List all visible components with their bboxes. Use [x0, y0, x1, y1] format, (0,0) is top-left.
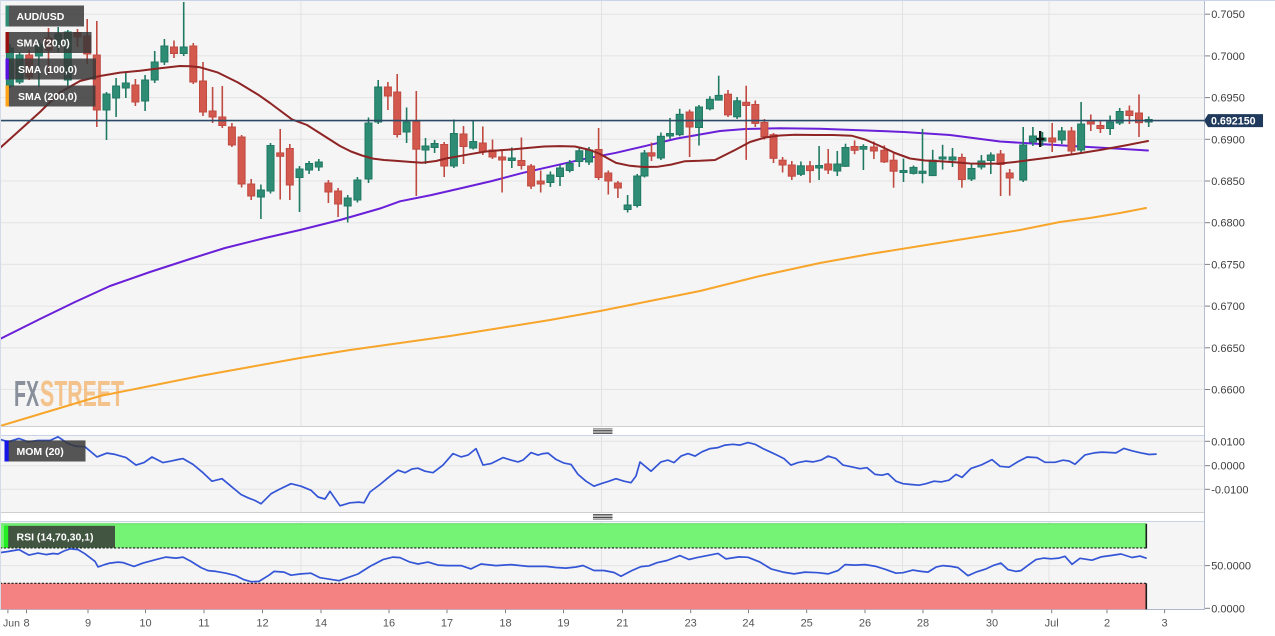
svg-text:Jul: Jul: [1045, 618, 1059, 630]
svg-text:2: 2: [1104, 618, 1110, 630]
svg-text:0.6750: 0.6750: [1211, 259, 1245, 271]
svg-text:0.692150: 0.692150: [1211, 116, 1256, 128]
svg-text:0.6850: 0.6850: [1211, 176, 1245, 188]
svg-text:Jun: Jun: [3, 618, 20, 630]
svg-text:RSI (14,70,30,1): RSI (14,70,30,1): [17, 532, 94, 544]
svg-text:30: 30: [986, 618, 998, 630]
svg-text:19: 19: [557, 618, 569, 630]
svg-text:50.0000: 50.0000: [1211, 561, 1251, 573]
svg-text:21: 21: [616, 618, 628, 630]
svg-text:AUD/USD: AUD/USD: [17, 11, 65, 23]
svg-text:FX: FX: [14, 373, 39, 414]
svg-text:0.0100: 0.0100: [1211, 436, 1245, 448]
svg-text:14: 14: [315, 618, 327, 630]
svg-text:8: 8: [23, 618, 29, 630]
svg-text:9: 9: [85, 618, 91, 630]
svg-text:0.6950: 0.6950: [1211, 93, 1245, 105]
svg-text:24: 24: [742, 618, 754, 630]
svg-text:SMA (100,0): SMA (100,0): [18, 64, 77, 76]
svg-text:10: 10: [139, 618, 151, 630]
svg-text:MOM (20): MOM (20): [17, 446, 64, 458]
svg-text:17: 17: [441, 618, 453, 630]
svg-text:23: 23: [685, 618, 697, 630]
svg-text:SMA (200,0): SMA (200,0): [18, 91, 77, 103]
svg-text:SMA (20,0): SMA (20,0): [17, 38, 70, 50]
svg-text:12: 12: [256, 618, 268, 630]
svg-text:-0.0100: -0.0100: [1211, 484, 1248, 496]
svg-text:28: 28: [917, 618, 929, 630]
svg-text:0.6900: 0.6900: [1211, 134, 1245, 146]
svg-text:0.0000: 0.0000: [1211, 603, 1245, 615]
svg-text:0.6600: 0.6600: [1211, 385, 1245, 397]
svg-text:0.7050: 0.7050: [1211, 9, 1245, 21]
svg-text:3: 3: [1162, 618, 1168, 630]
svg-text:16: 16: [383, 618, 395, 630]
svg-text:18: 18: [499, 618, 511, 630]
svg-text:0.6650: 0.6650: [1211, 343, 1245, 355]
svg-text:0.6800: 0.6800: [1211, 218, 1245, 230]
svg-text:25: 25: [801, 618, 813, 630]
svg-text:11: 11: [198, 618, 209, 630]
svg-text:0.0000: 0.0000: [1211, 461, 1245, 473]
svg-text:26: 26: [859, 618, 871, 630]
svg-text:0.6700: 0.6700: [1211, 301, 1245, 313]
svg-text:0.7000: 0.7000: [1211, 51, 1245, 63]
